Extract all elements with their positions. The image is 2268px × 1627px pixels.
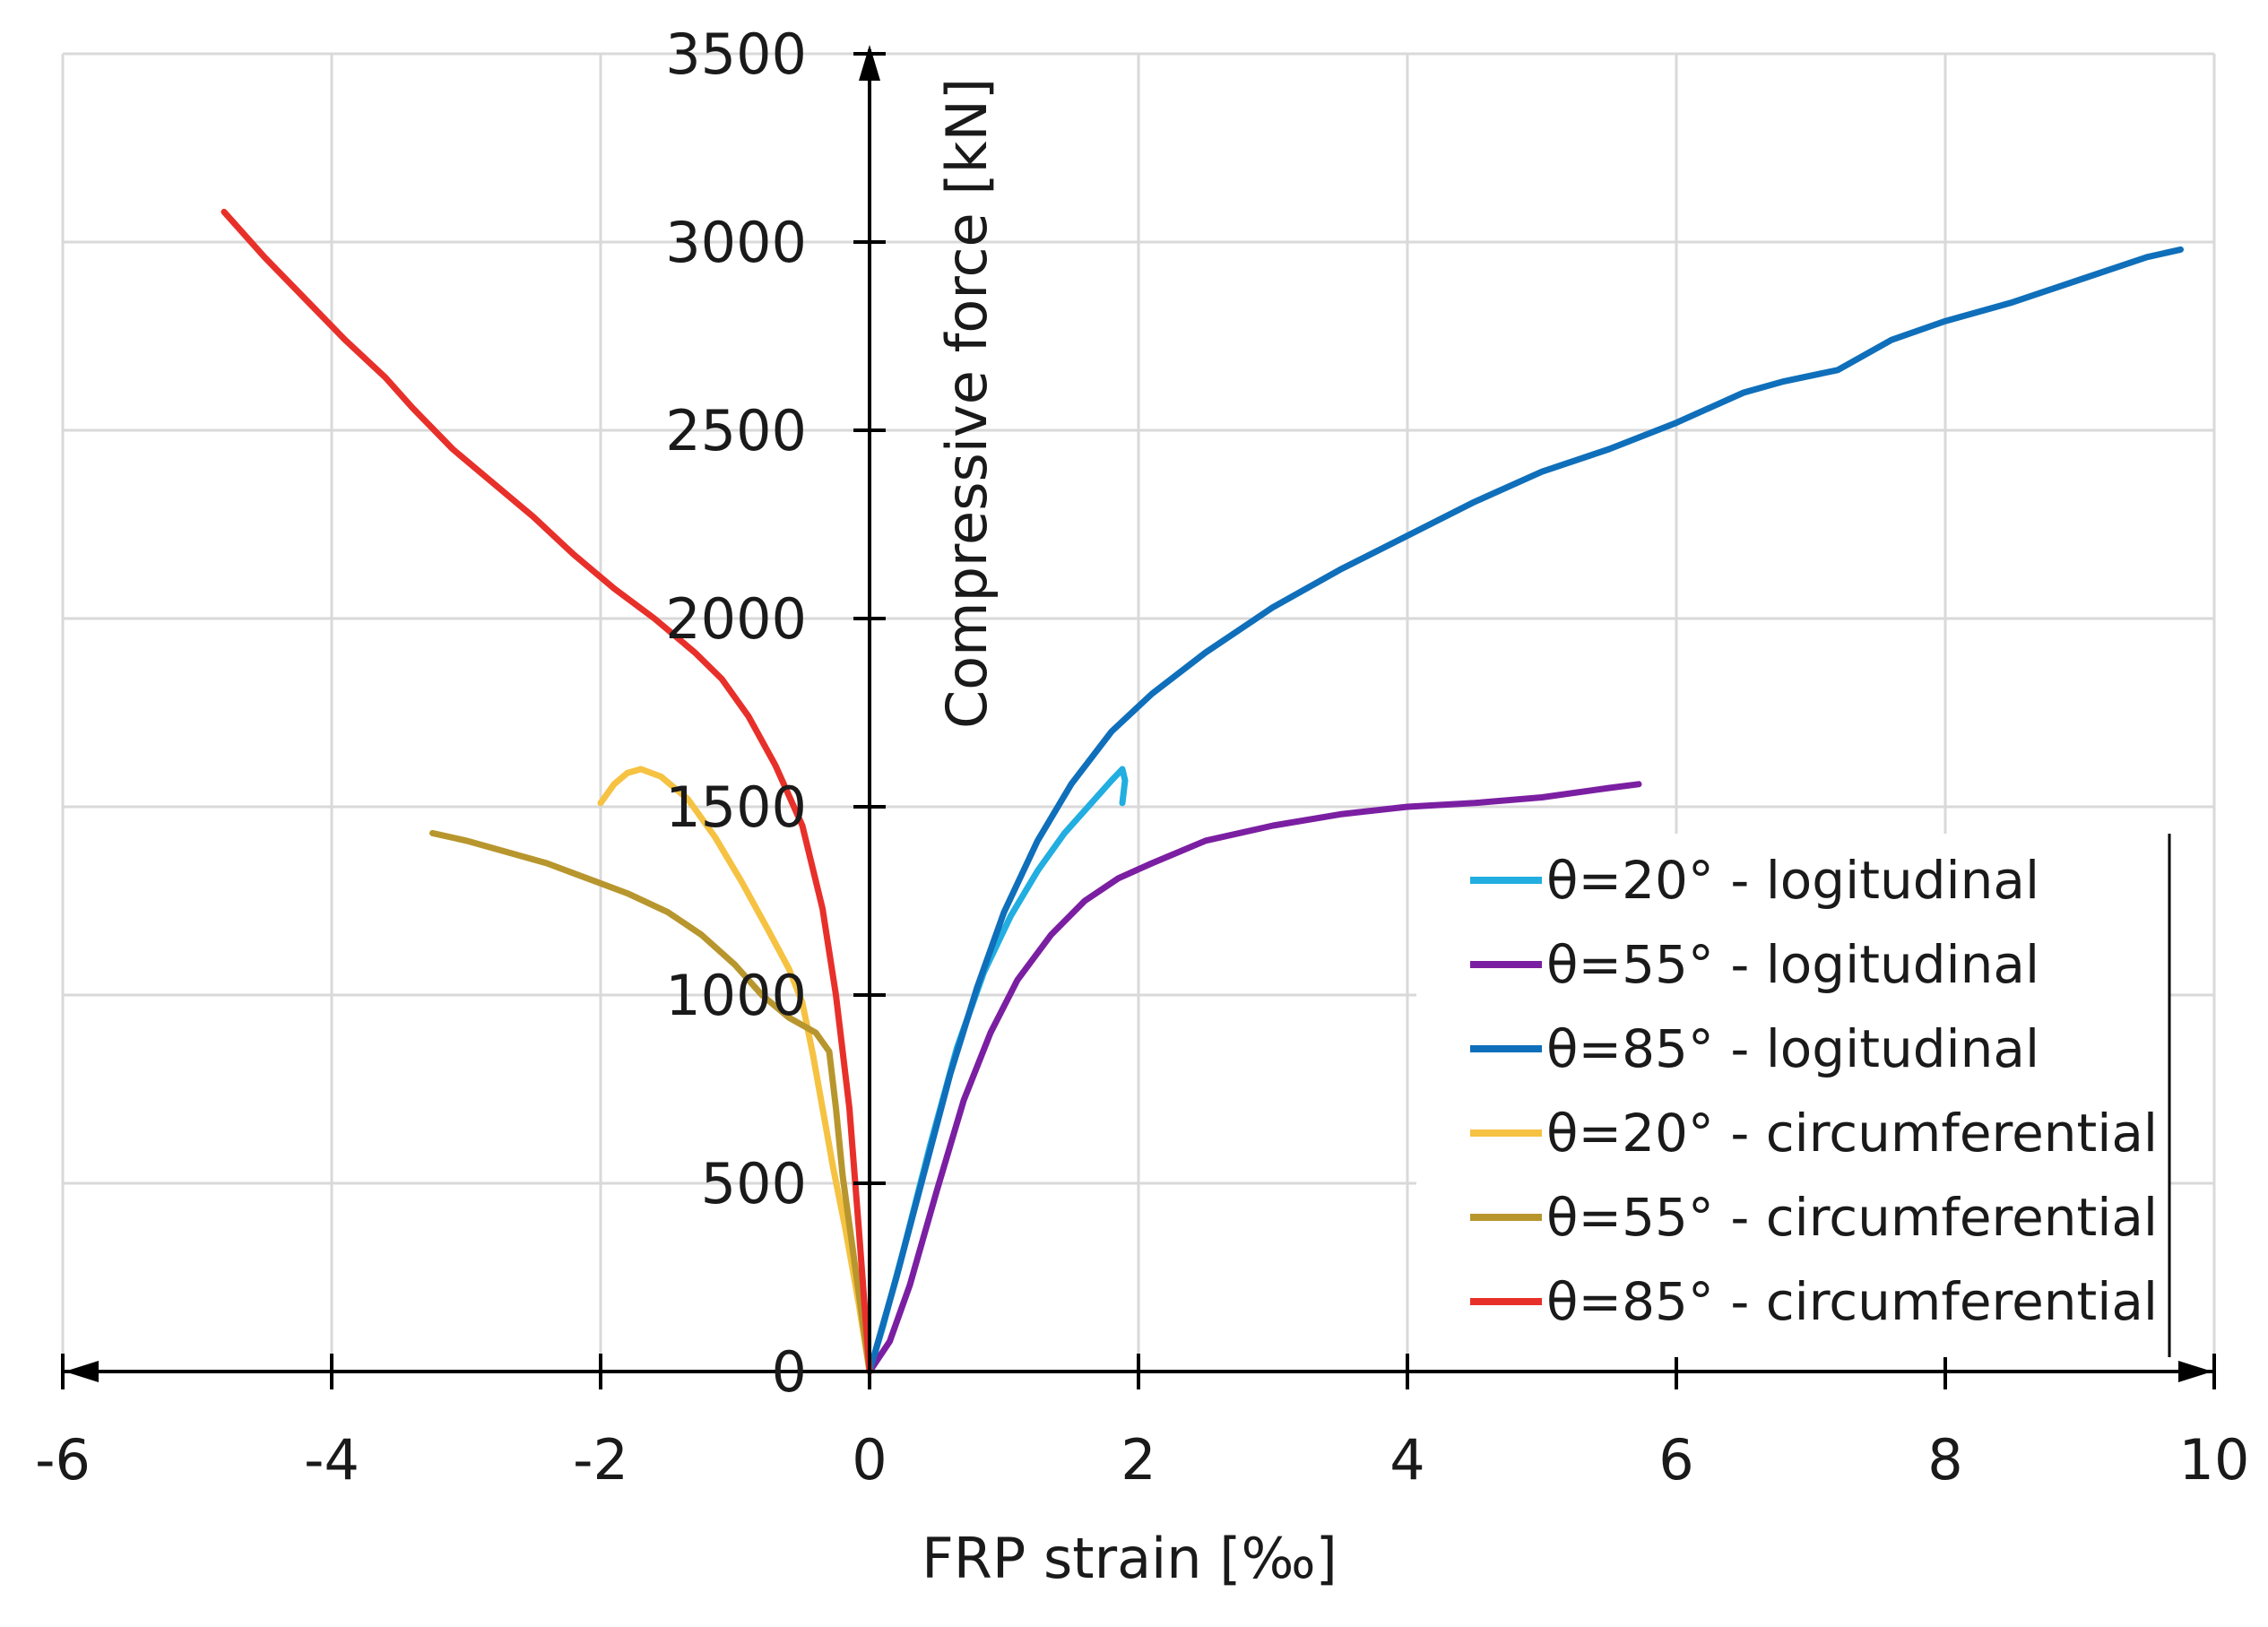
y-tick-label: 2500 — [665, 398, 807, 463]
y-tick-label: 1000 — [665, 963, 807, 1028]
x-tick-label: 0 — [852, 1427, 887, 1493]
y-tick-label: 0 — [772, 1339, 807, 1405]
x-axis-title: FRP strain [‰] — [922, 1526, 1337, 1591]
legend-label-3: θ=85° - logitudinal — [1546, 1018, 2039, 1079]
series-line-4 — [597, 766, 873, 1375]
tick-labels: -6 -4 -2 0 2 4 6 8 10 0 500 1000 1500 2000 2500 3000 350… — [35, 22, 2249, 1493]
x-axis-right-arrow — [2178, 1361, 2212, 1382]
legend-label-4: θ=20° - circumferential — [1546, 1103, 2158, 1164]
x-tick-label: 10 — [2179, 1427, 2250, 1493]
x-tick-label: -6 — [35, 1427, 91, 1493]
y-tick-label: 3500 — [665, 22, 807, 87]
gridlines — [61, 52, 2216, 1373]
y-tick-label: 3000 — [665, 210, 807, 275]
legend-background — [1416, 834, 2169, 1357]
x-tick-label: -4 — [304, 1427, 359, 1493]
x-tick-label: 8 — [1927, 1427, 1962, 1493]
y-tick-label: 1500 — [665, 775, 807, 840]
legend-label-2: θ=55° - logitudinal — [1546, 934, 2039, 995]
x-tick-label: 6 — [1658, 1427, 1693, 1493]
x-tick-label: -2 — [573, 1427, 628, 1493]
x-axis-left-arrow — [65, 1361, 99, 1382]
axes — [61, 45, 2216, 1389]
series-line-5 — [429, 829, 873, 1375]
legend: θ=20° - logitudinal θ=55° - logitudinal θ=… — [1416, 834, 2171, 1357]
series-line-3 — [866, 246, 2184, 1375]
series-line-6 — [221, 208, 873, 1375]
legend-label-1: θ=20° - logitudinal — [1546, 850, 2039, 911]
x-tick-label: 4 — [1389, 1427, 1424, 1493]
x-tick-label: 2 — [1121, 1427, 1156, 1493]
y-tick-label: 500 — [701, 1151, 807, 1216]
legend-label-5: θ=55° - circumferential — [1546, 1187, 2158, 1248]
legend-label-6: θ=85° - circumferential — [1546, 1271, 2158, 1332]
y-axis-up-arrow — [859, 45, 880, 81]
series-lines — [221, 208, 2184, 1375]
series-line-2 — [866, 781, 1642, 1375]
y-tick-label: 2000 — [665, 586, 807, 652]
y-axis-title: Compressive force [kN] — [934, 78, 1000, 729]
